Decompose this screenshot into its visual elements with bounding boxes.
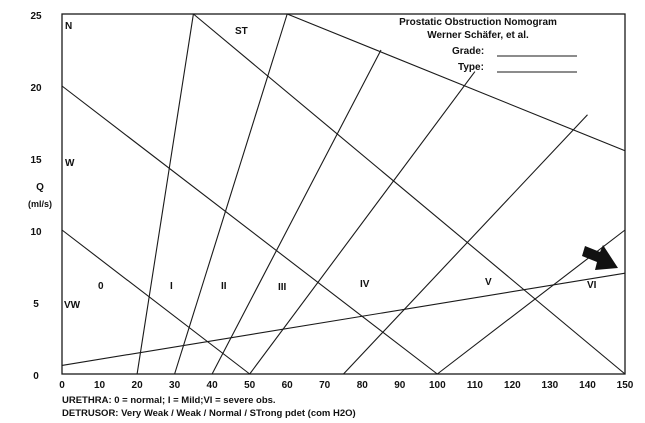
- detrusor-line: [193, 13, 626, 375]
- nomogram-lines: [61, 13, 626, 375]
- y-axis-label: Q: [36, 182, 44, 193]
- detrusor-label-strong: ST: [235, 26, 248, 37]
- urethra-zone-0: 0: [98, 281, 104, 292]
- x-axis-ticks: 0 10 20 30 40 50 60 70 80 90 100 110 120 130 140 150: [59, 380, 634, 391]
- x-tick: 80: [357, 380, 369, 391]
- y-tick: 5: [33, 299, 39, 310]
- detrusor-label-weak: W: [65, 158, 75, 169]
- x-tick: 140: [579, 380, 596, 391]
- urethra-line: [211, 49, 382, 375]
- detrusor-label-normal: N: [65, 21, 72, 32]
- x-tick: 30: [169, 380, 181, 391]
- y-tick: 20: [30, 83, 42, 94]
- detrusor-line: [286, 13, 626, 152]
- urethra-line: [136, 13, 194, 375]
- x-tick: 100: [429, 380, 446, 391]
- urethra-zone-4: IV: [360, 279, 370, 290]
- urethra-zone-1: I: [170, 281, 173, 292]
- urethra-line: [174, 13, 288, 375]
- urethra-zone-3: III: [278, 282, 287, 293]
- urethra-legend: URETHRA: 0 = normal; I = Mild;VI = sever…: [62, 395, 276, 406]
- urethra-zone-2: II: [221, 281, 227, 292]
- x-tick: 130: [542, 380, 559, 391]
- x-tick: 0: [59, 380, 65, 391]
- x-tick: 70: [319, 380, 331, 391]
- arrow-pointer-icon: [582, 245, 618, 270]
- type-label: Type:: [458, 62, 484, 73]
- x-tick: 150: [617, 380, 634, 391]
- x-tick: 20: [132, 380, 144, 391]
- x-tick: 60: [282, 380, 294, 391]
- urethra-zone-5: V: [485, 277, 492, 288]
- grade-label: Grade:: [452, 46, 484, 57]
- detrusor-label-very-weak: VW: [64, 300, 81, 311]
- y-tick: 15: [30, 155, 42, 166]
- x-tick: 40: [207, 380, 219, 391]
- x-tick: 90: [394, 380, 406, 391]
- y-tick: 0: [33, 371, 39, 382]
- x-tick: 110: [467, 380, 484, 391]
- x-tick: 10: [94, 380, 106, 391]
- grade-line: [61, 272, 626, 366]
- y-tick: 10: [30, 227, 42, 238]
- x-tick: 120: [504, 380, 521, 391]
- title-line-1: Prostatic Obstruction Nomogram: [399, 17, 557, 28]
- urethra-line: [249, 71, 476, 375]
- urethra-line: [343, 114, 588, 375]
- detrusor-line: [61, 85, 438, 375]
- urethra-zone-6: VI: [587, 280, 597, 291]
- detrusor-line: [61, 229, 251, 375]
- title-line-2: Werner Schäfer, et al.: [427, 30, 529, 41]
- y-tick: 25: [30, 11, 42, 22]
- x-tick: 50: [244, 380, 256, 391]
- detrusor-legend: DETRUSOR: Very Weak / Weak / Normal / ST…: [62, 408, 356, 419]
- plot-frame: [61, 13, 626, 375]
- y-axis-unit: (ml/s): [28, 199, 52, 209]
